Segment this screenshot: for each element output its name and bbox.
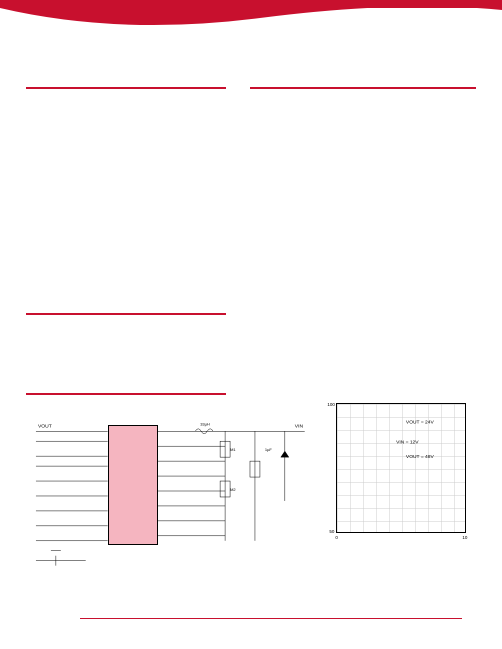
- features-section: [26, 86, 226, 95]
- schematic-area: VIN VOUT 1µF M1 M2 33µH VIN = 12V VOUT =…: [26, 401, 476, 581]
- svg-text:VOUT: VOUT: [38, 423, 52, 429]
- applications-section: [26, 312, 226, 321]
- footer-divider: [80, 618, 462, 619]
- description-heading: [250, 86, 476, 89]
- typical-app-heading: [26, 392, 226, 395]
- svg-text:33µH: 33µH: [200, 421, 210, 426]
- efficiency-graph-area: VIN = 12V VOUT = 24V VOUT = 48V 100 50 0…: [327, 401, 476, 581]
- typical-application-section: VIN VOUT 1µF M1 M2 33µH VIN = 12V VOUT =…: [26, 392, 476, 581]
- efficiency-graph: VIN = 12V VOUT = 24V VOUT = 48V 100 50 0…: [336, 403, 466, 533]
- svg-text:1µF: 1µF: [265, 447, 272, 452]
- schematic-diagram: VIN VOUT 1µF M1 M2 33µH: [26, 401, 315, 581]
- svg-text:VIN: VIN: [295, 423, 304, 429]
- circuit-wires: VIN VOUT 1µF M1 M2 33µH: [26, 401, 315, 581]
- svg-text:M1: M1: [230, 447, 236, 452]
- svg-text:VOUT = 48V: VOUT = 48V: [406, 454, 435, 460]
- applications-heading: [26, 312, 226, 315]
- graph-svg: VIN = 12V VOUT = 24V VOUT = 48V: [337, 404, 465, 532]
- svg-text:VIN = 12V: VIN = 12V: [396, 439, 419, 445]
- svg-text:M2: M2: [230, 487, 236, 492]
- features-heading: [26, 86, 226, 89]
- header-swoosh: [0, 8, 502, 44]
- ic-chip-block: [108, 425, 158, 545]
- svg-text:VOUT = 24V: VOUT = 24V: [406, 420, 435, 426]
- description-section: [250, 86, 476, 98]
- top-red-bar: [0, 0, 502, 8]
